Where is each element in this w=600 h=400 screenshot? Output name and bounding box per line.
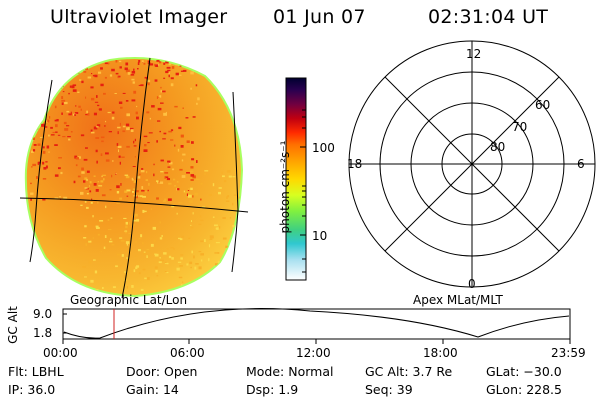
- altitude-ytick-high: 9.0: [33, 307, 53, 321]
- info-ip: IP: 36.0: [8, 382, 56, 397]
- geographic-caption: Geographic Lat/Lon: [70, 293, 188, 307]
- info-gain: Gain: 14: [126, 382, 179, 397]
- altitude-ylabel: GC Alt: [6, 306, 20, 344]
- info-seq: Seq: 39: [365, 382, 413, 397]
- info-mode: Mode: Normal: [246, 364, 334, 379]
- lat-label-60: 60: [535, 98, 551, 112]
- time-label: 02:31:04 UT: [428, 6, 549, 28]
- altitude-ytick-low: 1.8: [33, 326, 53, 340]
- mlt-label-18: 18: [347, 157, 363, 171]
- colorbar-ticks: [300, 109, 306, 273]
- info-glon: GLon: 228.5: [486, 382, 562, 397]
- lat-label-80: 80: [490, 140, 506, 154]
- info-glat: GLat: −30.0: [486, 364, 562, 379]
- colorbar-unit-label: photon cm⁻²s⁻¹: [278, 140, 292, 234]
- colorbar-tick-10: 10: [312, 229, 328, 243]
- info-filter: Flt: LBHL: [8, 364, 64, 379]
- xtick-1800: 18:00: [423, 346, 458, 360]
- xtick-2359: 23:59: [551, 346, 586, 360]
- altitude-plot: [62, 308, 571, 344]
- date-label: 01 Jun 07: [273, 6, 366, 28]
- polar-plot: [348, 40, 596, 288]
- lat-label-70: 70: [512, 120, 528, 134]
- xtick-0600: 06:00: [170, 346, 205, 360]
- colorbar: [285, 77, 307, 281]
- info-gc-alt: GC Alt: 3.7 Re: [365, 364, 453, 379]
- uv-disk-image: [19, 57, 249, 299]
- mlt-label-0: 0: [468, 277, 476, 291]
- mlt-label-12: 12: [466, 47, 482, 61]
- xtick-1200: 12:00: [296, 346, 331, 360]
- info-door: Door: Open: [126, 364, 198, 379]
- info-dsp: Dsp: 1.9: [246, 382, 299, 397]
- colorbar-tick-100: 100: [312, 141, 335, 155]
- mlt-label-6: 6: [577, 157, 585, 171]
- xtick-0000: 00:00: [43, 346, 78, 360]
- instrument-title: Ultraviolet Imager: [50, 6, 228, 28]
- apex-caption: Apex MLat/MLT: [413, 293, 503, 307]
